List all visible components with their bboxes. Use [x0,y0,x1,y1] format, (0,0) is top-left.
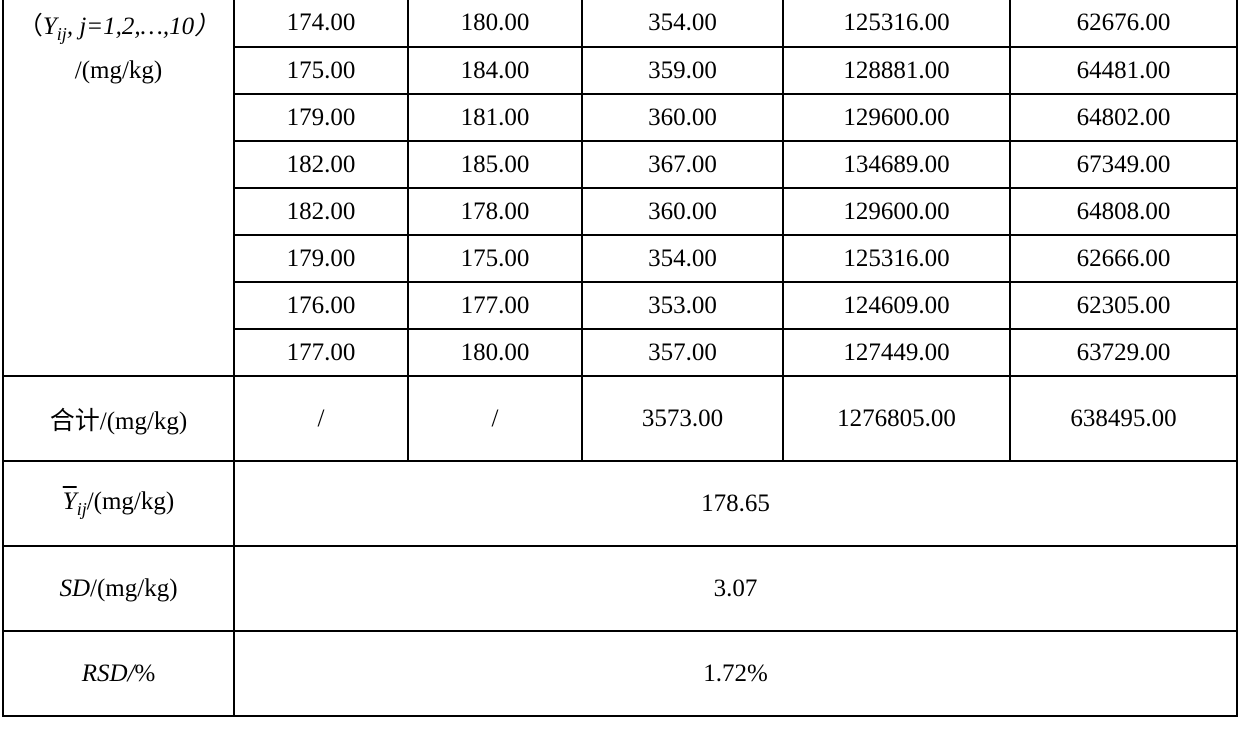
cell-value: 353.00 [582,282,783,329]
sd-label: SD/(mg/kg) [3,546,234,631]
cell-value: 64802.00 [1010,94,1237,141]
cell-value: 182.00 [234,188,408,235]
yij-rest: , j=1,2,…,10） [67,13,219,40]
rsd-value: 1.72% [234,631,1237,716]
totals-row: 合计/(mg/kg) / / 3573.00 1276805.00 638495… [3,376,1237,461]
cell-value: 360.00 [582,188,783,235]
cell-value: 354.00 [582,235,783,282]
cell-value: 176.00 [234,282,408,329]
sd-value: 3.07 [234,546,1237,631]
cell-value: 125316.00 [783,235,1010,282]
yij-label-cell: （Yij, j=1,2,…,10） /(mg/kg) [3,0,234,376]
cell-value: 367.00 [582,141,783,188]
cell-value: 64481.00 [1010,47,1237,94]
stats-table: （Yij, j=1,2,…,10） /(mg/kg) 174.00 180.00… [2,0,1238,717]
rsd-row: RSD/% 1.72% [3,631,1237,716]
totals-cell: / [234,376,408,461]
cell-value: 125316.00 [783,0,1010,47]
cell-value: 128881.00 [783,47,1010,94]
ybar-value: 178.65 [234,461,1237,546]
cell-value: 360.00 [582,94,783,141]
totals-cell: / [408,376,582,461]
cell-value: 129600.00 [783,188,1010,235]
cell-value: 180.00 [408,329,582,376]
yij-open: （ [18,13,43,40]
cell-value: 357.00 [582,329,783,376]
cell-value: 185.00 [408,141,582,188]
rsd-label: RSD/% [3,631,234,716]
cell-value: 359.00 [582,47,783,94]
ybar-sub: ij [77,499,87,519]
yij-Y: Y [43,13,57,40]
sd-suffix: /(mg/kg) [90,575,178,602]
table-row: （Yij, j=1,2,…,10） /(mg/kg) 174.00 180.00… [3,0,1237,47]
rsd-prefix: RSD/ [82,660,135,687]
totals-cell: 3573.00 [582,376,783,461]
ybar-row: Yij/(mg/kg) 178.65 [3,461,1237,546]
cell-value: 177.00 [234,329,408,376]
cell-value: 124609.00 [783,282,1010,329]
cell-value: 63729.00 [1010,329,1237,376]
cell-value: 184.00 [408,47,582,94]
sd-prefix: SD [59,575,90,602]
cell-value: 134689.00 [783,141,1010,188]
cell-value: 180.00 [408,0,582,47]
yij-sub: ij [57,24,67,44]
cell-value: 179.00 [234,235,408,282]
ybar-suffix: /(mg/kg) [87,488,175,515]
cell-value: 175.00 [408,235,582,282]
sd-row: SD/(mg/kg) 3.07 [3,546,1237,631]
cell-value: 127449.00 [783,329,1010,376]
cell-value: 67349.00 [1010,141,1237,188]
cell-value: 129600.00 [783,94,1010,141]
cell-value: 64808.00 [1010,188,1237,235]
cell-value: 62305.00 [1010,282,1237,329]
totals-label: 合计/(mg/kg) [3,376,234,461]
cell-value: 177.00 [408,282,582,329]
cell-value: 62676.00 [1010,0,1237,47]
rsd-suffix: % [134,660,155,687]
yij-unit: /(mg/kg) [75,57,163,84]
cell-value: 175.00 [234,47,408,94]
ybar-Y: Y [63,488,77,515]
ybar-label: Yij/(mg/kg) [3,461,234,546]
cell-value: 178.00 [408,188,582,235]
totals-cell: 638495.00 [1010,376,1237,461]
totals-cell: 1276805.00 [783,376,1010,461]
cell-value: 182.00 [234,141,408,188]
cell-value: 179.00 [234,94,408,141]
cell-value: 174.00 [234,0,408,47]
cell-value: 181.00 [408,94,582,141]
cell-value: 62666.00 [1010,235,1237,282]
cell-value: 354.00 [582,0,783,47]
